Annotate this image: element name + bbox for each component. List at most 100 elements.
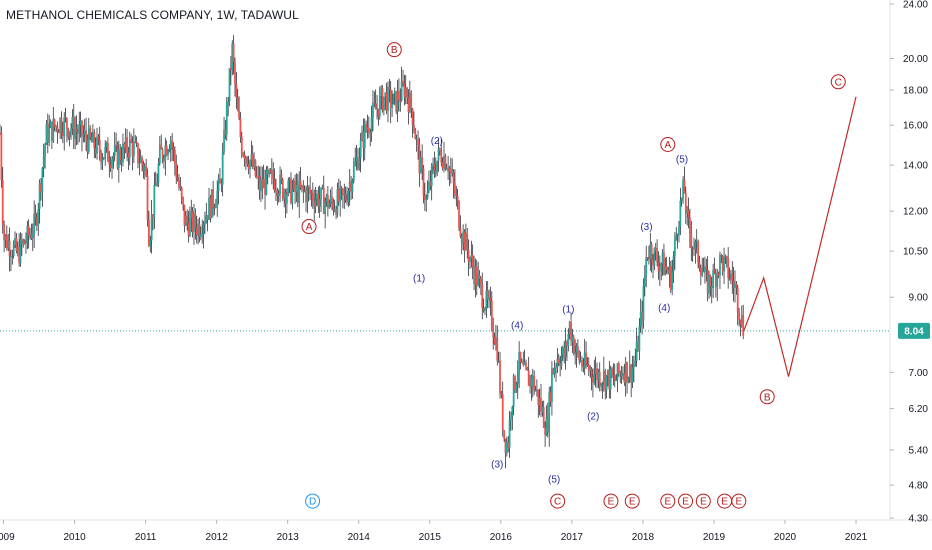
candle-body	[538, 397, 541, 406]
candle-body	[7, 241, 10, 249]
candle-body	[209, 197, 212, 219]
candle-body	[673, 239, 676, 257]
candle-body	[690, 233, 693, 248]
candle-body	[706, 269, 709, 294]
candle-body	[3, 224, 5, 241]
candle-body	[421, 157, 424, 169]
y-tick-label: 14.00	[903, 161, 928, 172]
candle-body	[667, 270, 669, 274]
candle-body	[671, 271, 674, 290]
candle-body	[100, 152, 102, 163]
candle-body	[146, 175, 149, 220]
last-price-label: 8.04	[904, 326, 924, 337]
candle-body	[716, 272, 719, 287]
candle-body	[678, 226, 680, 235]
candle-body	[325, 195, 328, 202]
candle-body	[253, 160, 256, 167]
candle-body	[342, 189, 344, 195]
candle-body	[574, 352, 577, 354]
wave-label: C	[554, 497, 561, 508]
candle-body	[648, 258, 650, 260]
candle-body	[1, 179, 4, 225]
candle-body	[632, 364, 635, 368]
time-axis[interactable]: 2009 2010 2011 2012 2013 2014 2015 2016 2017 2018…	[0, 520, 868, 543]
candle-body	[287, 180, 290, 195]
candle-body	[563, 347, 566, 358]
candle-body	[622, 373, 624, 377]
candle-body	[116, 144, 119, 168]
candle-body	[270, 170, 273, 173]
candle-body	[719, 255, 721, 276]
candle-body	[15, 237, 18, 252]
price-axis[interactable]: 24.00 20.00 18.00 16.00 14.00 12.00 10.50 9.00 7…	[890, 0, 928, 525]
wave-label-circle	[386, 42, 402, 58]
candle-body	[443, 156, 445, 169]
candle-body	[675, 235, 678, 240]
candle-body	[82, 134, 85, 137]
candle-body	[589, 369, 592, 371]
candle-body	[374, 103, 377, 110]
candle-body	[429, 181, 432, 187]
candle-body	[526, 367, 529, 371]
candle-body	[727, 258, 730, 278]
candle-body	[367, 127, 370, 133]
candle-body	[362, 131, 365, 149]
candle-body	[187, 222, 190, 237]
candle-body	[668, 265, 671, 274]
candle-body	[414, 131, 417, 140]
candle-body	[475, 266, 478, 286]
wave-label: (5)	[676, 154, 688, 165]
wave-label: B	[764, 392, 771, 403]
candle-body	[531, 375, 534, 387]
candle-body	[448, 168, 451, 172]
candle-body	[519, 352, 522, 363]
candle-body	[605, 375, 608, 391]
candle-body	[445, 168, 448, 170]
y-tick-label: 12.00	[903, 207, 928, 218]
wave-label: (2)	[587, 411, 599, 422]
candle-body	[721, 256, 724, 272]
candle-body	[742, 315, 745, 336]
candle-body	[561, 347, 564, 356]
candle-body	[157, 163, 160, 183]
candle-body	[660, 263, 663, 267]
candle-body	[469, 258, 471, 262]
candle-body	[540, 397, 542, 412]
candle-body	[153, 184, 156, 218]
wave-label-circle	[550, 493, 566, 509]
chart-title: METHANOL CHEMICALS COMPANY, 1W, TADAWUL	[6, 8, 299, 22]
candle-body	[130, 139, 133, 142]
candle-body	[171, 140, 174, 148]
candle-body	[52, 119, 55, 141]
candle-body	[149, 240, 152, 246]
candle-body	[635, 341, 638, 361]
candle-body	[131, 141, 134, 157]
candle-body	[10, 256, 12, 258]
candle-body	[279, 174, 281, 195]
candle-body	[229, 68, 232, 71]
candle-body	[507, 442, 510, 448]
candle-body	[152, 214, 154, 218]
candle-body	[709, 275, 712, 287]
candle-body	[653, 247, 656, 266]
candle-body	[223, 129, 225, 152]
candle-body	[444, 156, 447, 170]
candle-body	[34, 213, 37, 218]
candle-body	[672, 256, 675, 272]
candle-body	[22, 240, 25, 245]
candle-body	[645, 257, 648, 277]
candle-body	[197, 223, 199, 235]
candle-body	[594, 368, 597, 375]
wave-label-circle	[603, 493, 619, 509]
candle-body	[250, 154, 253, 161]
wave-label-circle	[678, 493, 694, 509]
candle-body	[548, 392, 551, 433]
wave-label: (2)	[431, 136, 443, 147]
candle-body	[388, 86, 391, 90]
candle-body	[228, 68, 231, 102]
candle-body	[369, 132, 372, 134]
candle-body	[236, 97, 239, 111]
candle-body	[684, 193, 687, 214]
